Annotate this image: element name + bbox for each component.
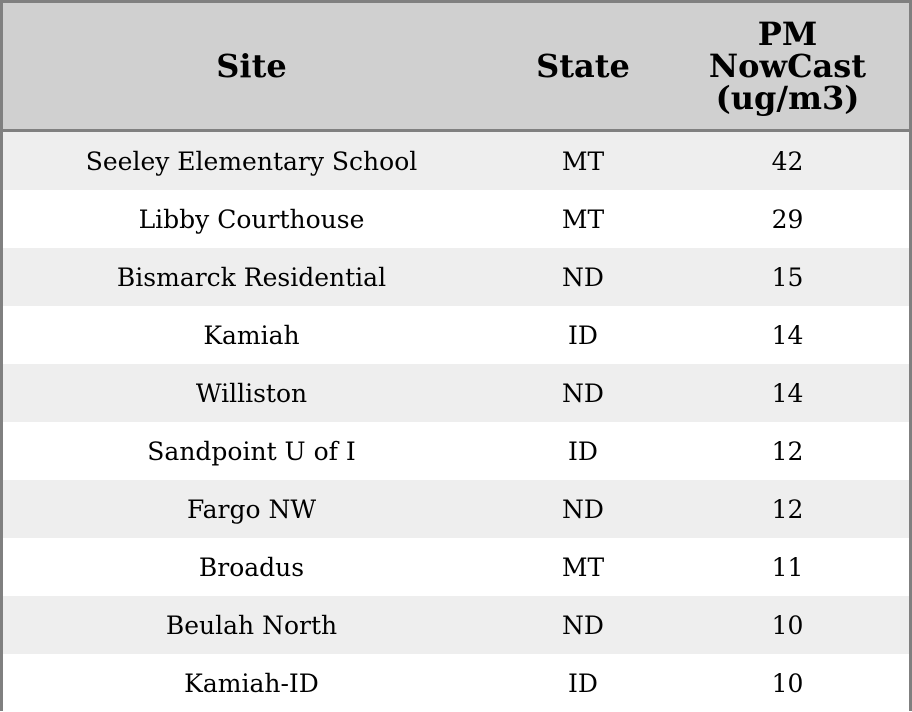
state-cell: MT xyxy=(500,130,666,190)
table-row: Broadus MT 11 xyxy=(3,538,909,596)
pm-cell: 10 xyxy=(666,596,909,654)
header-pm-line3: (ug/m3) xyxy=(715,79,860,117)
state-cell: ND xyxy=(500,248,666,306)
table-row: Beulah North ND 10 xyxy=(3,596,909,654)
table-row: Libby Courthouse MT 29 xyxy=(3,190,909,248)
table-row: Williston ND 14 xyxy=(3,364,909,422)
pm-cell: 11 xyxy=(666,538,909,596)
pm-cell: 15 xyxy=(666,248,909,306)
table-row: Kamiah-ID ID 10 xyxy=(3,654,909,712)
site-cell: Bismarck Residential xyxy=(3,248,500,306)
state-cell: ID xyxy=(500,306,666,364)
pm-cell: 42 xyxy=(666,130,909,190)
site-cell: Fargo NW xyxy=(3,480,500,538)
table-row: Seeley Elementary School MT 42 xyxy=(3,130,909,190)
state-cell: ID xyxy=(500,422,666,480)
state-cell: ID xyxy=(500,654,666,712)
state-cell: ND xyxy=(500,480,666,538)
header-state: State xyxy=(500,3,666,132)
header-pm: PM NowCast (ug/m3) xyxy=(666,3,909,132)
site-cell: Kamiah xyxy=(3,306,500,364)
site-cell: Beulah North xyxy=(3,596,500,654)
site-cell: Kamiah-ID xyxy=(3,654,500,712)
site-cell: Williston xyxy=(3,364,500,422)
header-site-label: Site xyxy=(216,47,287,85)
pm-cell: 12 xyxy=(666,480,909,538)
pm-cell: 12 xyxy=(666,422,909,480)
site-cell: Sandpoint U of I xyxy=(3,422,500,480)
pm-table: Site State PM NowCast (ug/m3) Seeley Ele… xyxy=(3,3,909,712)
state-cell: MT xyxy=(500,190,666,248)
state-cell: ND xyxy=(500,364,666,422)
header-state-label: State xyxy=(536,47,630,85)
pm-cell: 14 xyxy=(666,364,909,422)
pm-cell: 10 xyxy=(666,654,909,712)
pm-cell: 14 xyxy=(666,306,909,364)
header-site: Site xyxy=(3,3,500,132)
site-cell: Broadus xyxy=(3,538,500,596)
header-pm-line2: NowCast xyxy=(708,47,867,85)
table-row: Kamiah ID 14 xyxy=(3,306,909,364)
state-cell: ND xyxy=(500,596,666,654)
table-row: Sandpoint U of I ID 12 xyxy=(3,422,909,480)
state-cell: MT xyxy=(500,538,666,596)
site-cell: Seeley Elementary School xyxy=(3,130,500,190)
pm-cell: 29 xyxy=(666,190,909,248)
table-row: Fargo NW ND 12 xyxy=(3,480,909,538)
site-cell: Libby Courthouse xyxy=(3,190,500,248)
table-row: Bismarck Residential ND 15 xyxy=(3,248,909,306)
header-row: Site State PM NowCast (ug/m3) xyxy=(3,3,909,132)
header-pm-line1: PM xyxy=(757,15,818,53)
